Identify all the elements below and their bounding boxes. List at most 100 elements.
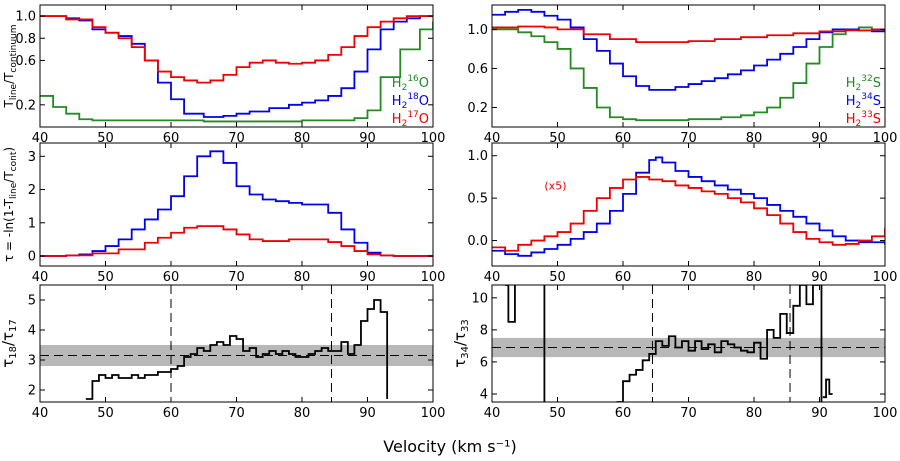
x-tick-label: 40 xyxy=(32,270,49,285)
x-tick-label: 70 xyxy=(680,270,697,285)
plot-frame xyxy=(491,142,886,267)
x-tick-label: 70 xyxy=(228,406,245,421)
x-tick-label: 60 xyxy=(163,270,180,285)
y-tick-label: 0.8 xyxy=(15,32,36,47)
legend-entry: H232S xyxy=(846,74,881,93)
y-tick-label: 10 xyxy=(471,291,488,306)
x-tick-label: 80 xyxy=(294,406,311,421)
x-tick-label: 80 xyxy=(746,131,763,146)
x-tick-label: 80 xyxy=(294,131,311,146)
series-line-h2-34s xyxy=(492,156,885,257)
series-line-h2-32s xyxy=(492,26,885,122)
x-tick-label: 90 xyxy=(811,131,828,146)
y-tick-label: 0.6 xyxy=(467,62,488,77)
x-tick-label: 80 xyxy=(746,406,763,421)
x-tick-label: 50 xyxy=(549,270,566,285)
y-tick-label: 1 xyxy=(28,216,36,231)
x-tick-label: 90 xyxy=(359,406,376,421)
x-tick-label: 40 xyxy=(484,131,501,146)
y-tick-label: 1.0 xyxy=(15,10,36,25)
x-tick-label: 40 xyxy=(484,406,501,421)
x-tick-label: 100 xyxy=(421,406,446,421)
x-tick-label: 60 xyxy=(615,131,632,146)
series-line-h2-33s xyxy=(492,25,885,43)
x-tick-label: 60 xyxy=(615,270,632,285)
plot-frame xyxy=(491,4,886,128)
y-tick-label: 4 xyxy=(480,387,488,402)
x-tick-label: 60 xyxy=(615,406,632,421)
legend-entry: H233S xyxy=(846,110,881,129)
x-tick-label: 80 xyxy=(746,270,763,285)
y-tick-label: 1.0 xyxy=(467,23,488,38)
x-tick-label: 60 xyxy=(163,131,180,146)
x-tick-label: 50 xyxy=(97,270,114,285)
plot-frame xyxy=(39,142,434,267)
x-tick-label: 90 xyxy=(811,270,828,285)
plot-frame xyxy=(39,4,434,128)
x-tick-label: 70 xyxy=(228,270,245,285)
x-tick-label: 100 xyxy=(873,131,898,146)
series-line-h2-33s xyxy=(492,176,885,252)
y-tick-label: 0.2 xyxy=(467,101,488,116)
y-tick-label: 0 xyxy=(28,250,36,265)
series-line--18-17 xyxy=(85,299,389,400)
x-tick-label: 50 xyxy=(97,131,114,146)
x-tick-label: 50 xyxy=(549,406,566,421)
x-tick-label: 70 xyxy=(228,131,245,146)
y-tick-label: 0.5 xyxy=(467,192,488,207)
y-tick-label: 1.0 xyxy=(467,149,488,164)
legend-entry: H217O xyxy=(392,110,429,129)
x-tick-label: 60 xyxy=(163,406,180,421)
series-line--34-33 xyxy=(616,285,820,402)
series-line-h2-18o xyxy=(40,150,433,257)
series-line-h2-17o xyxy=(40,15,433,84)
y-tick-label: 6 xyxy=(480,355,488,370)
panel-water-ratio: 40 50 60 70 80 90 100 2 3 4 5 τ18/τ17 xyxy=(0,284,446,421)
y-tick-label: 3 xyxy=(28,150,36,165)
y-axis-label: τ18/τ17 xyxy=(0,319,19,368)
x-tick-label: 70 xyxy=(680,406,697,421)
x-tick-label: 40 xyxy=(32,406,49,421)
y-tick-label: 0.2 xyxy=(15,98,36,113)
y-axis-label: τ34/τ33 xyxy=(451,319,471,368)
scale-annotation: (x5) xyxy=(544,180,566,193)
x-tick-label: 100 xyxy=(873,270,898,285)
x-tick-label: 80 xyxy=(294,270,311,285)
x-tick-label: 70 xyxy=(680,131,697,146)
x-tick-label: 100 xyxy=(421,131,446,146)
legend-entry: H234S xyxy=(846,92,881,111)
x-tick-label: 40 xyxy=(32,131,49,146)
y-tick-label: 3 xyxy=(28,354,36,369)
x-tick-label: 100 xyxy=(421,270,446,285)
legend-entry: H218O xyxy=(392,92,429,111)
y-tick-label: 0.0 xyxy=(467,234,488,249)
x-tick-label: 90 xyxy=(359,270,376,285)
series-line-left-spikes xyxy=(505,285,516,323)
x-tick-label: 100 xyxy=(873,406,898,421)
y-tick-label: 4 xyxy=(28,324,36,339)
x-tick-label: 50 xyxy=(549,131,566,146)
panel-water-tline: 40 50 60 70 80 90 100 0.2 0.6 0.8 1.0 H216OH218OH21… xyxy=(2,4,446,146)
legend-entry: H216O xyxy=(392,74,429,93)
x-tick-label: 50 xyxy=(97,406,114,421)
x-tick-label: 40 xyxy=(484,270,501,285)
y-axis-label: τ = -ln(1-Tline/Tcont) xyxy=(2,147,19,262)
panel-sulfur-tau: 40 50 60 70 80 90 100 0.0 0.5 1.0 (x5) xyxy=(467,142,898,285)
panel-water-tau: 40 50 60 70 80 90 100 0 1 2 3 τ = -ln(1-Tline/Tcont… xyxy=(2,142,446,285)
y-tick-label: 0.6 xyxy=(15,54,36,69)
y-tick-label: 2 xyxy=(28,183,36,198)
y-tick-label: 2 xyxy=(28,384,36,399)
y-tick-label: 5 xyxy=(28,294,36,309)
series-line-h2-16o xyxy=(40,21,433,123)
x-axis-label: Velocity (km s⁻¹) xyxy=(383,437,516,456)
x-tick-label: 90 xyxy=(359,131,376,146)
y-axis-label: Tline/Tcontinuum xyxy=(2,24,19,108)
series-line-h2-17o xyxy=(40,225,433,257)
series-line-right-tail xyxy=(822,378,833,399)
y-tick-label: 8 xyxy=(480,323,488,338)
x-tick-label: 90 xyxy=(811,406,828,421)
series-line-h2-34s xyxy=(492,8,885,91)
